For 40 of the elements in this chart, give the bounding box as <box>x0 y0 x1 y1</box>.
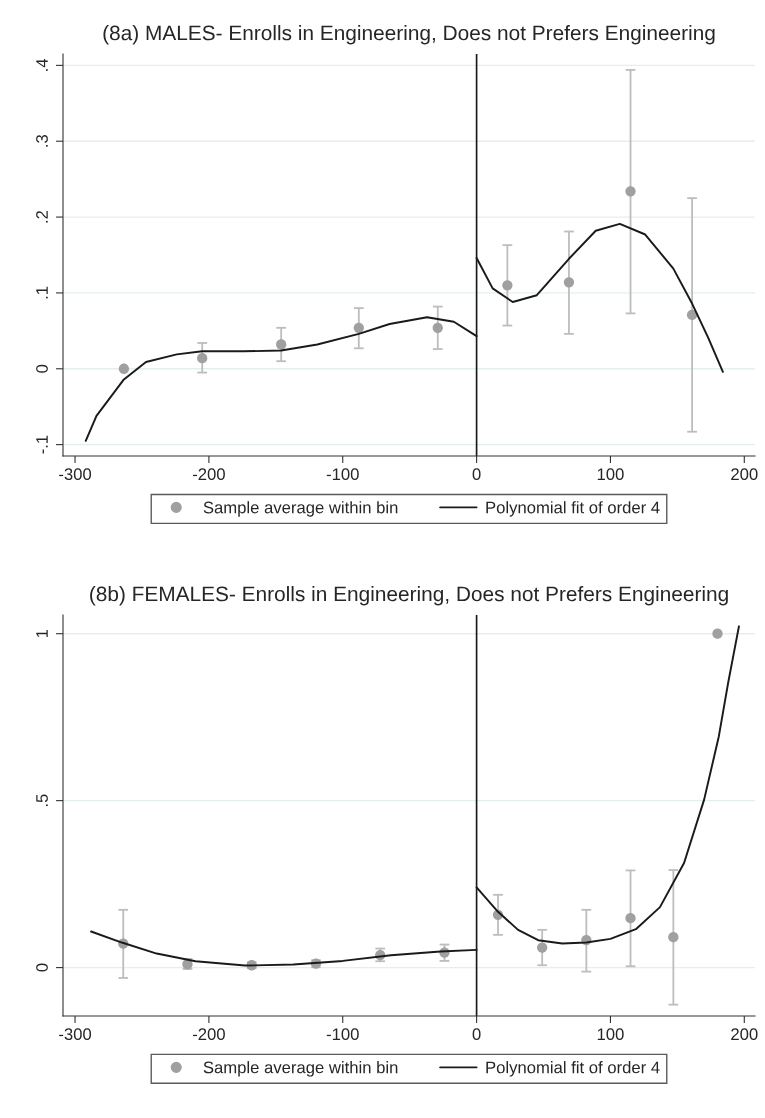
x-tick-label: 100 <box>597 1028 624 1041</box>
point <box>353 322 364 333</box>
point <box>686 309 698 321</box>
point <box>625 913 636 924</box>
point <box>563 277 575 288</box>
x-tick-label: -300 <box>59 468 92 481</box>
x-tick-label: 0 <box>472 1028 481 1041</box>
legend-label: Polynomial fit of order 4 <box>486 501 660 517</box>
chart-title: (8a) MALES- Enrolls in Engineering, Does not Prefers Engineering <box>103 25 715 45</box>
y-tick-label: .4 <box>36 58 48 71</box>
y-tick-label: .3 <box>36 135 48 147</box>
point <box>537 942 548 953</box>
point <box>712 628 723 639</box>
y-tick-label: 0 <box>36 364 48 373</box>
point <box>118 363 130 374</box>
x-tick-label: 200 <box>731 1028 758 1041</box>
x-tick-label: -200 <box>192 1028 225 1041</box>
legend-label: Polynomial fit of order 4 <box>486 1061 660 1077</box>
point <box>502 280 513 291</box>
y-tick-label: .5 <box>36 794 48 807</box>
x-tick-label: 200 <box>731 468 758 481</box>
point <box>432 322 443 333</box>
y-tick-label: .2 <box>36 210 48 223</box>
legend-label: Sample average within bin <box>203 501 398 517</box>
x-tick-label: -300 <box>59 1028 92 1041</box>
chart-title: (8b) FEMALES- Enrolls in Engineering, Does not Prefers Engineering <box>90 586 728 606</box>
x-tick-label: -200 <box>192 468 225 481</box>
x-tick-label: 0 <box>472 468 481 481</box>
legend-label: Sample average within bin <box>203 1061 398 1077</box>
x-tick-label: -100 <box>326 1028 359 1041</box>
y-tick-label: 1 <box>36 629 48 638</box>
x-tick-label: 100 <box>597 468 624 481</box>
point <box>625 186 636 197</box>
x-tick-label: -100 <box>326 468 359 481</box>
point <box>197 353 208 364</box>
y-tick-label: -.1 <box>36 435 48 454</box>
y-tick-label: 0 <box>36 963 48 972</box>
point <box>668 932 679 943</box>
y-tick-label: .1 <box>36 286 48 299</box>
point <box>276 339 287 350</box>
